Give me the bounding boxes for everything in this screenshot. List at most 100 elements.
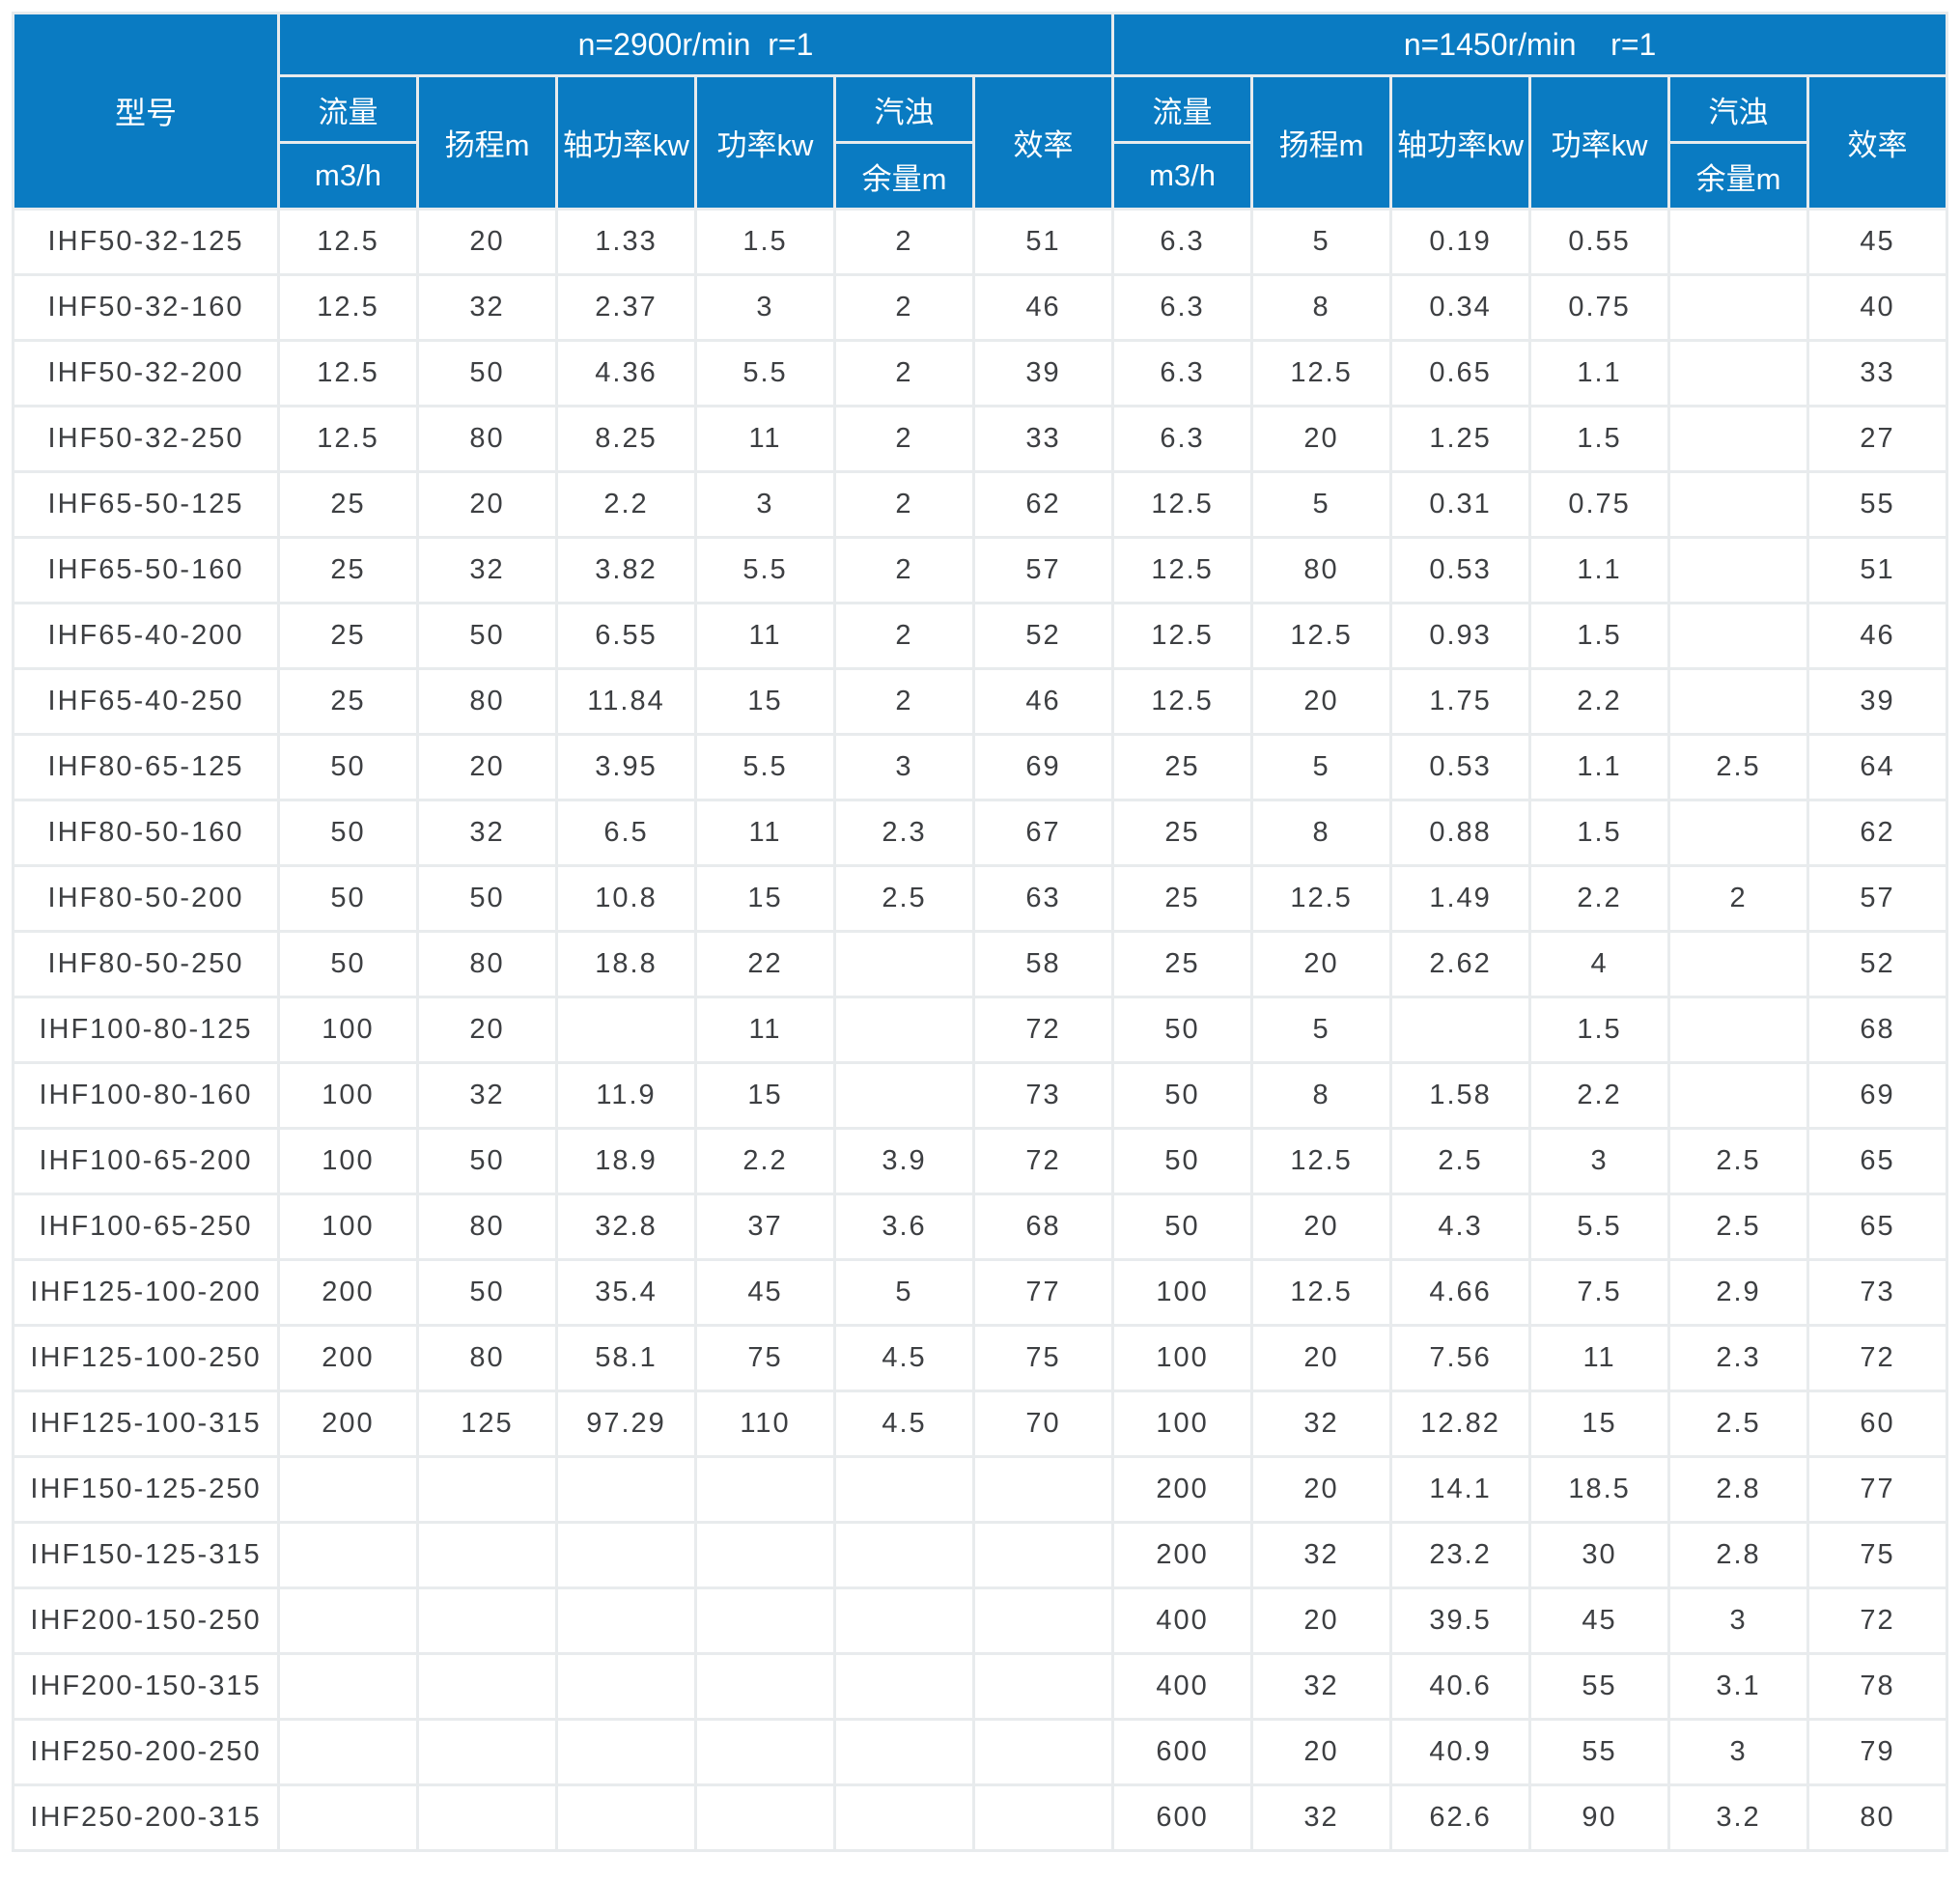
table-row: IHF100-65-250 100 80 32.8 37 3.6 68 50 20 4.3 5.5 2… [14, 1195, 1946, 1258]
cell-model: IHF50-32-250 [14, 407, 277, 470]
cell-value: 100 [1114, 1261, 1251, 1324]
cell-value [1670, 998, 1807, 1061]
cell-value: 20 [1253, 670, 1390, 733]
cell-value: 1.25 [1392, 407, 1529, 470]
cell-model: IHF65-50-160 [14, 539, 277, 602]
cell-value: 62 [1809, 801, 1946, 864]
table-row: IHF100-65-200 100 50 18.9 2.2 3.9 72 50 12.5 2.5 3… [14, 1130, 1946, 1193]
cell-value [975, 1655, 1112, 1718]
cell-value: 32 [1253, 1392, 1390, 1455]
cell-value: 72 [1809, 1327, 1946, 1390]
cell-value: 40.6 [1392, 1655, 1529, 1718]
cell-value: 57 [1809, 867, 1946, 930]
cell-value: 2.37 [558, 276, 694, 339]
cell-value: 33 [975, 407, 1112, 470]
cell-value [558, 1589, 694, 1652]
cell-value: 4 [1531, 933, 1668, 996]
cell-value: 2 [836, 604, 972, 667]
cell-value: 12.5 [1253, 867, 1390, 930]
cell-value: 32 [1253, 1655, 1390, 1718]
cell-value: 90 [1531, 1786, 1668, 1849]
cell-value: 2.2 [697, 1130, 833, 1193]
cell-value [558, 1524, 694, 1586]
cell-value: 2 [836, 276, 972, 339]
cell-value: 50 [1114, 1064, 1251, 1127]
cell-value: 79 [1809, 1721, 1946, 1783]
cell-model: IHF80-65-125 [14, 736, 277, 799]
cell-value: 2 [836, 342, 972, 405]
cell-value: 32 [1253, 1786, 1390, 1849]
cell-value: 60 [1809, 1392, 1946, 1455]
cell-model: IHF100-80-125 [14, 998, 277, 1061]
cell-value: 3 [836, 736, 972, 799]
group-header-1450: n=1450r/min r=1 [1114, 14, 1946, 74]
col-header-head-2900: 扬程m [419, 77, 555, 208]
cell-value: 8 [1253, 1064, 1390, 1127]
cell-value: 14.1 [1392, 1458, 1529, 1521]
cell-model: IHF125-100-315 [14, 1392, 277, 1455]
cell-value: 2 [836, 407, 972, 470]
table-row: IHF250-200-250 600 20 40.9 55 3 79 [14, 1721, 1946, 1783]
cell-value: 5 [1253, 998, 1390, 1061]
cell-value [975, 1721, 1112, 1783]
cell-value [280, 1524, 416, 1586]
cell-value: 25 [1114, 736, 1251, 799]
table-row: IHF125-100-250 200 80 58.1 75 4.5 75 100 20 7.56 1… [14, 1327, 1946, 1390]
cell-value [280, 1655, 416, 1718]
cell-value [975, 1524, 1112, 1586]
cell-value [558, 1655, 694, 1718]
cell-value [836, 1655, 972, 1718]
cell-value: 39 [1809, 670, 1946, 733]
cell-value: 7.56 [1392, 1327, 1529, 1390]
pump-spec-table: 型号 n=2900r/min r=1 n=1450r/min r=1 流量 扬程… [12, 12, 1949, 1852]
cell-value: 11 [1531, 1327, 1668, 1390]
cell-value: 5 [1253, 211, 1390, 273]
cell-value: 1.5 [1531, 604, 1668, 667]
cell-value: 12.5 [280, 342, 416, 405]
cell-value: 2 [1670, 867, 1807, 930]
cell-value: 6.3 [1114, 407, 1251, 470]
cell-value: 8 [1253, 276, 1390, 339]
table-row: IHF200-150-250 400 20 39.5 45 3 72 [14, 1589, 1946, 1652]
cell-value: 11.84 [558, 670, 694, 733]
cell-value: 5 [1253, 473, 1390, 536]
table-row: IHF80-50-250 50 80 18.8 22 58 25 20 2.62 4 52 [14, 933, 1946, 996]
col-header-flow-2900: 流量 [280, 77, 416, 141]
cell-value [697, 1589, 833, 1652]
cell-value: 5.5 [697, 342, 833, 405]
cell-value: 55 [1531, 1655, 1668, 1718]
cell-value: 1.58 [1392, 1064, 1529, 1127]
cell-model: IHF150-125-315 [14, 1524, 277, 1586]
cell-value: 73 [975, 1064, 1112, 1127]
table-row: IHF50-32-250 12.5 80 8.25 11 2 33 6.3 20 1.25 1.5 2… [14, 407, 1946, 470]
cell-value [1670, 407, 1807, 470]
cell-value: 0.19 [1392, 211, 1529, 273]
cell-value: 6.5 [558, 801, 694, 864]
cell-value: 100 [1114, 1392, 1251, 1455]
cell-value: 11.9 [558, 1064, 694, 1127]
cell-value: 20 [419, 211, 555, 273]
cell-value: 51 [975, 211, 1112, 273]
cell-model: IHF100-80-160 [14, 1064, 277, 1127]
cell-value: 50 [1114, 998, 1251, 1061]
cell-value: 55 [1809, 473, 1946, 536]
cell-value: 73 [1809, 1261, 1946, 1324]
cell-value: 5.5 [697, 736, 833, 799]
cell-value: 20 [419, 736, 555, 799]
table-header: 型号 n=2900r/min r=1 n=1450r/min r=1 流量 扬程… [14, 14, 1946, 208]
cell-value: 0.53 [1392, 539, 1529, 602]
cell-value: 69 [1809, 1064, 1946, 1127]
col-header-cavitation-2900: 汽浊 [836, 77, 972, 141]
cell-value: 200 [280, 1261, 416, 1324]
cell-value: 80 [1253, 539, 1390, 602]
cell-model: IHF80-50-250 [14, 933, 277, 996]
col-header-cavitation-unit-1450: 余量m [1670, 144, 1807, 208]
cell-value: 6.3 [1114, 342, 1251, 405]
cell-value: 0.34 [1392, 276, 1529, 339]
cell-value: 0.75 [1531, 473, 1668, 536]
cell-value [1670, 933, 1807, 996]
cell-value [697, 1786, 833, 1849]
cell-value [836, 998, 972, 1061]
cell-value [836, 1721, 972, 1783]
col-header-flow-unit-2900: m3/h [280, 144, 416, 208]
